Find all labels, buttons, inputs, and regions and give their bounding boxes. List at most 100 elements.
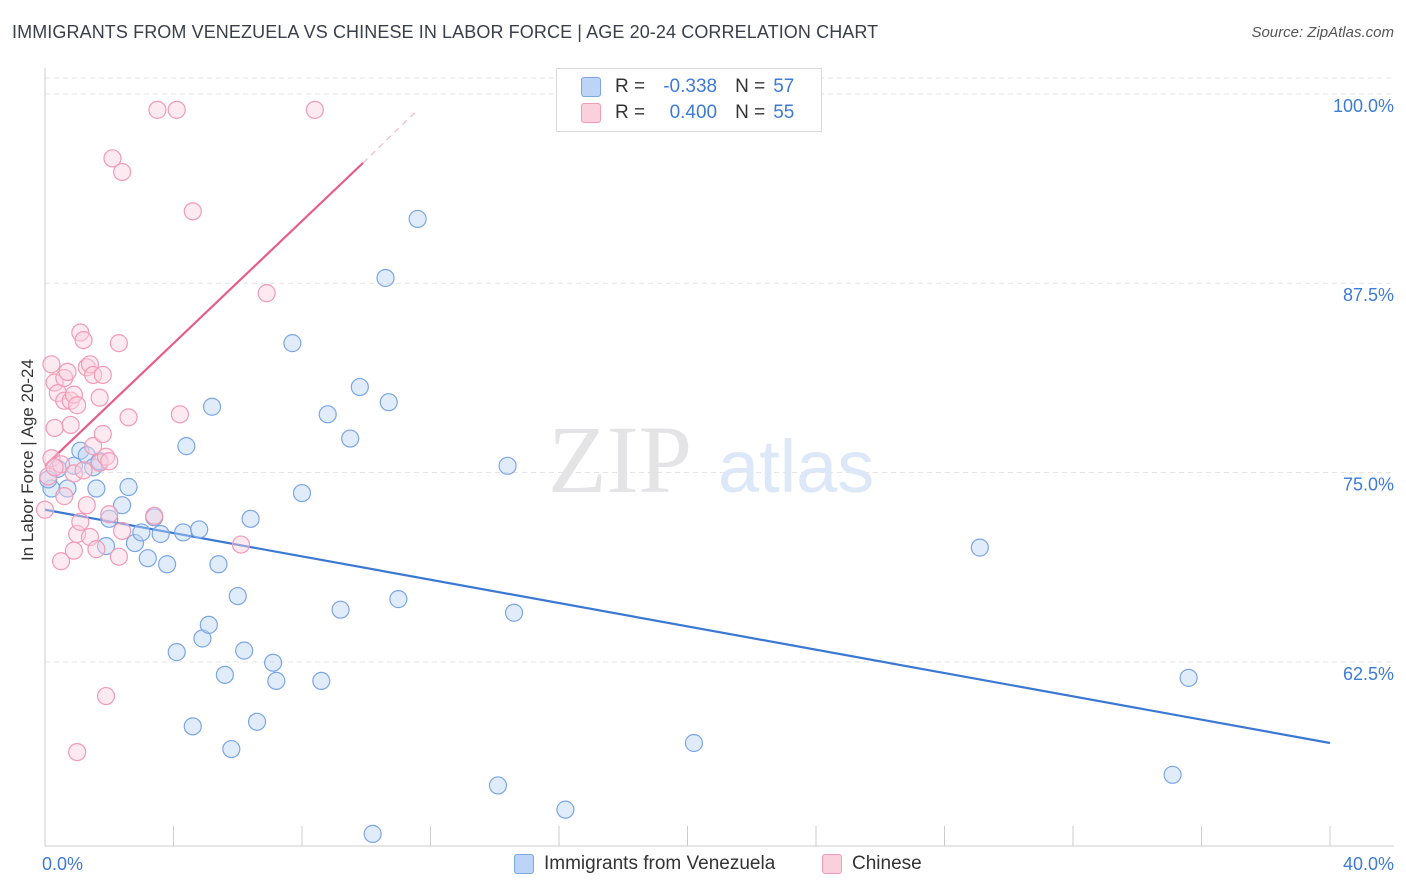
- legend-r-value-venezuela: -0.338: [663, 76, 718, 97]
- point-venezuela: [498, 456, 517, 475]
- point-venezuela: [1163, 765, 1182, 784]
- point-venezuela: [350, 377, 369, 397]
- point-venezuela: [341, 429, 360, 448]
- point-venezuela: [970, 538, 989, 557]
- point-chinese: [103, 149, 122, 168]
- point-venezuela: [556, 800, 575, 819]
- legend-n-value-venezuela: 57: [773, 76, 795, 97]
- chart-title: IMMIGRANTS FROM VENEZUELA VS CHINESE IN …: [12, 22, 879, 42]
- point-venezuela: [112, 496, 132, 515]
- point-chinese: [183, 202, 202, 221]
- point-chinese: [35, 500, 55, 519]
- point-venezuela: [100, 509, 119, 528]
- point-venezuela: [235, 641, 254, 660]
- legend-n-label: N =: [735, 102, 766, 123]
- point-venezuela: [167, 643, 186, 662]
- point-chinese: [61, 415, 80, 435]
- point-venezuela: [202, 397, 222, 416]
- point-venezuela: [228, 586, 247, 606]
- point-chinese: [68, 742, 87, 762]
- point-venezuela: [408, 209, 427, 229]
- y-tick-label: 62.5%: [1343, 664, 1394, 684]
- legend-row-venezuela: R = -0.338 N = 57: [581, 75, 794, 99]
- point-chinese: [112, 521, 132, 541]
- legend-swatch-chinese: [581, 103, 601, 123]
- x-tick-label-max: 40.0%: [1343, 854, 1394, 874]
- point-chinese: [100, 452, 119, 471]
- point-chinese: [93, 365, 112, 385]
- point-chinese: [119, 408, 138, 427]
- series-legend-venezuela: Immigrants from Venezuela: [514, 852, 775, 876]
- point-venezuela: [292, 483, 312, 503]
- point-chinese: [64, 541, 84, 560]
- point-chinese: [109, 547, 128, 566]
- y-tick-label: 100.0%: [1333, 96, 1394, 116]
- point-venezuela: [199, 615, 218, 634]
- point-chinese: [45, 373, 64, 392]
- point-chinese: [93, 424, 112, 444]
- point-venezuela: [138, 549, 157, 568]
- point-venezuela: [263, 653, 283, 672]
- chart-source: Source: ZipAtlas.com: [1251, 24, 1394, 41]
- data-points: [35, 100, 1198, 843]
- x-tick-label-min: 0.0%: [42, 854, 83, 874]
- point-chinese: [231, 535, 251, 554]
- watermark: ZIP atlas: [548, 406, 874, 513]
- point-venezuela: [283, 334, 302, 353]
- point-chinese: [90, 388, 109, 407]
- trend-extension-chinese: [362, 109, 419, 164]
- point-chinese: [148, 100, 167, 119]
- point-chinese: [257, 284, 276, 303]
- point-venezuela: [177, 437, 196, 456]
- point-venezuela: [247, 712, 267, 731]
- legend-r-value-chinese: 0.400: [669, 102, 718, 123]
- point-chinese: [68, 396, 87, 415]
- point-venezuela: [209, 555, 228, 574]
- point-venezuela: [376, 268, 395, 288]
- series-swatch-venezuela: [514, 854, 534, 874]
- point-venezuela: [87, 479, 106, 498]
- point-chinese: [109, 334, 128, 353]
- point-chinese: [51, 552, 71, 571]
- point-chinese: [84, 437, 103, 456]
- legend-row-chinese: R = 0.400 N = 55: [581, 101, 794, 125]
- point-chinese: [80, 355, 100, 374]
- point-chinese: [58, 362, 77, 382]
- point-venezuela: [174, 523, 193, 542]
- point-venezuela: [132, 523, 151, 542]
- trend-line-venezuela: [44, 508, 1331, 745]
- point-venezuela: [488, 776, 508, 795]
- tick-labels: 62.5% 75.0% 87.5% 100.0% 0.0% 40.0%: [42, 96, 1394, 874]
- point-chinese: [55, 487, 74, 506]
- watermark-zip: ZIP: [548, 406, 692, 513]
- point-chinese: [96, 686, 116, 706]
- watermark-atlas: atlas: [718, 425, 874, 508]
- point-chinese: [77, 496, 96, 515]
- point-venezuela: [363, 824, 382, 843]
- point-chinese: [64, 385, 84, 404]
- point-chinese: [74, 330, 93, 350]
- trend-lines: [44, 109, 1331, 745]
- point-chinese: [145, 506, 164, 525]
- point-venezuela: [215, 665, 234, 684]
- point-venezuela: [318, 405, 337, 424]
- gridlines: [45, 77, 1394, 663]
- legend-n-label: N =: [735, 76, 766, 97]
- point-venezuela: [312, 671, 331, 691]
- point-venezuela: [151, 524, 170, 544]
- series-name-venezuela: Immigrants from Venezuela: [544, 853, 776, 874]
- point-venezuela: [504, 603, 524, 622]
- stats-legend: R = -0.338 N = 57 R = 0.400 N = 55: [556, 68, 822, 132]
- point-venezuela: [190, 520, 209, 539]
- point-chinese: [45, 458, 64, 477]
- trend-line-chinese: [44, 162, 364, 467]
- y-tick-label: 75.0%: [1343, 475, 1394, 495]
- series-legend-chinese: Chinese: [822, 852, 922, 876]
- point-venezuela: [222, 739, 241, 759]
- point-chinese: [74, 461, 93, 480]
- axes: [44, 68, 1394, 847]
- point-chinese: [42, 355, 61, 374]
- point-venezuela: [241, 509, 260, 528]
- legend-r-label: R =: [615, 102, 646, 123]
